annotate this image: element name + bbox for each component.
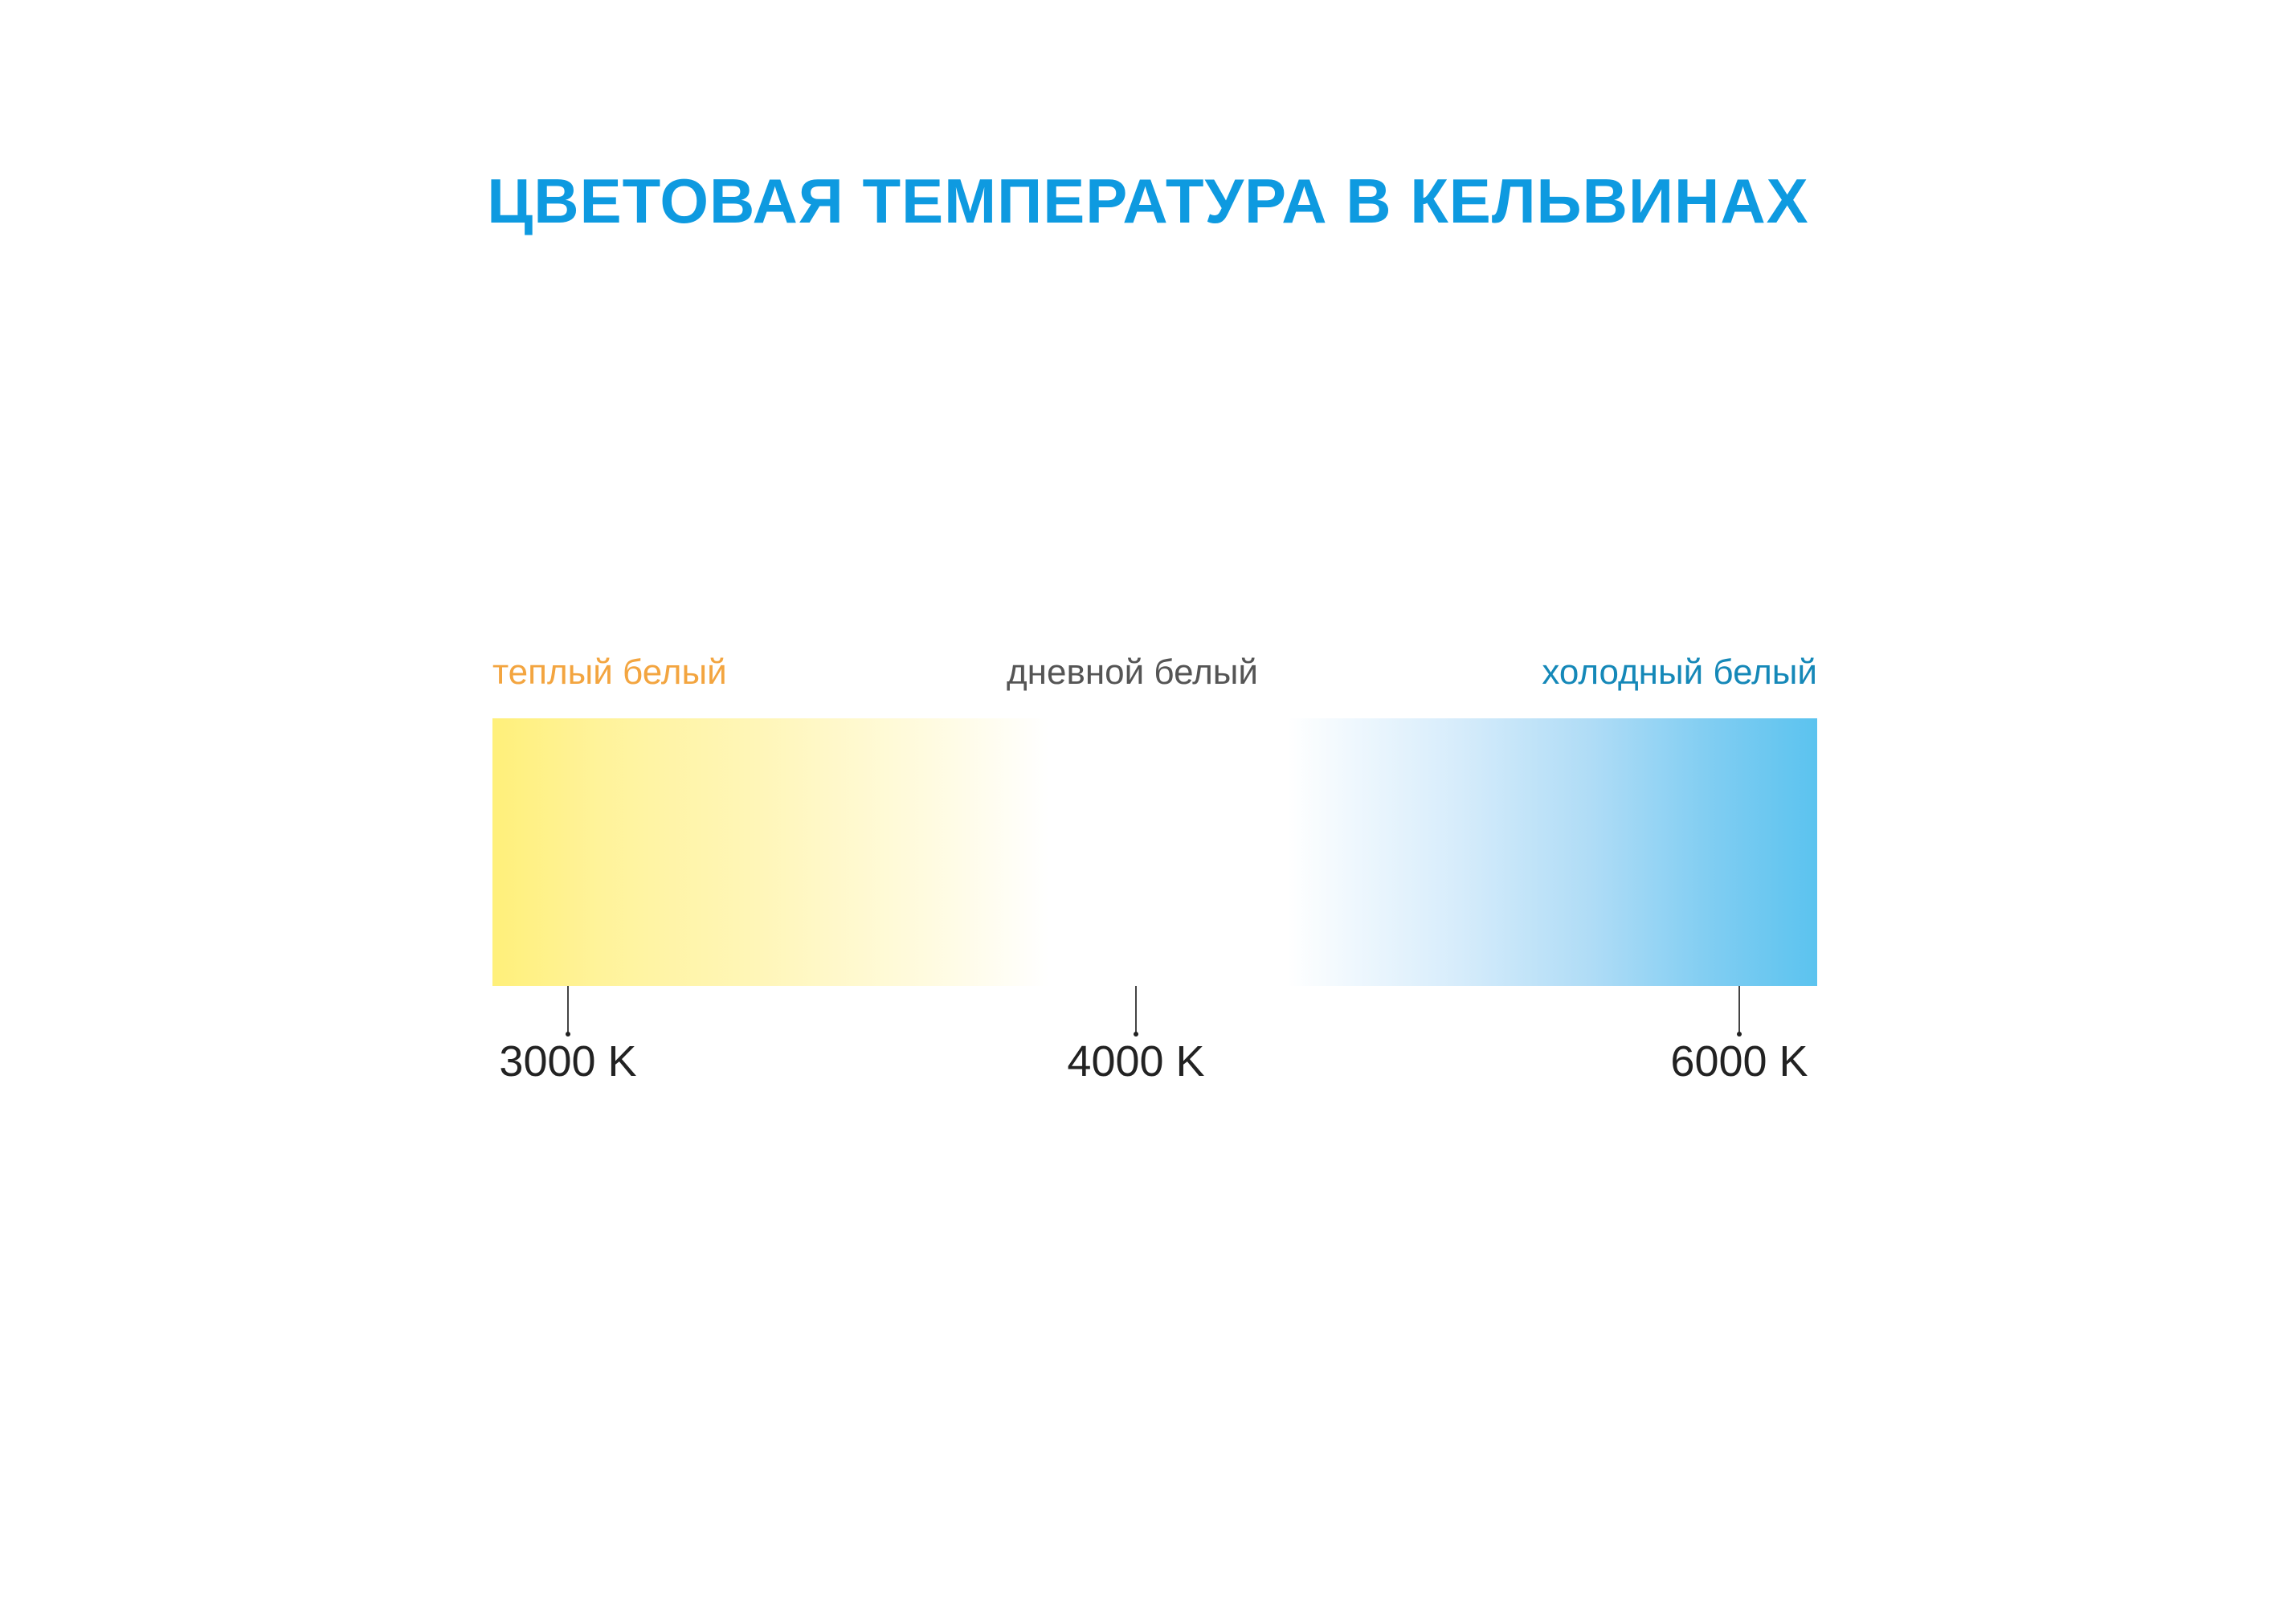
tick-6000	[1737, 986, 1742, 1037]
tick-4000	[1134, 986, 1138, 1037]
tick-3000	[566, 986, 570, 1037]
scale-label-4000: 4000 K	[1067, 1037, 1205, 1086]
scale-label-3000: 3000 K	[499, 1037, 637, 1086]
cool-white-label: холодный белый	[1542, 652, 1817, 692]
color-temperature-gradient-bar	[492, 718, 1817, 986]
page-title: ЦВЕТОВАЯ ТЕМПЕРАТУРА В КЕЛЬВИНАХ	[487, 166, 1809, 236]
warm-white-label: теплый белый	[492, 652, 727, 692]
daylight-white-label: дневной белый	[1007, 652, 1258, 692]
scale-label-6000: 6000 K	[1670, 1037, 1808, 1086]
